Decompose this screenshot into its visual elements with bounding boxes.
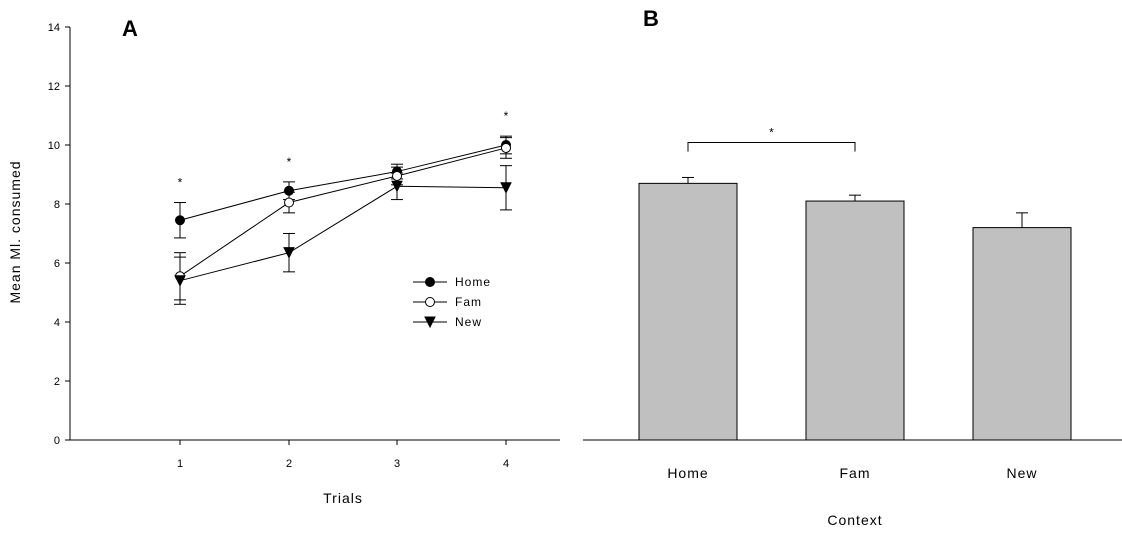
marker-new: [391, 180, 403, 193]
legend-marker: [425, 297, 435, 307]
significance-asterisk: *: [769, 125, 774, 139]
panel-a-series-lines: [179, 144, 507, 282]
marker-fam: [501, 142, 511, 153]
panel-a-significance-marks: * * *: [178, 109, 509, 189]
panel-b-bars: [638, 182, 1072, 441]
panel-a-x-tick-label: 2: [286, 458, 292, 470]
marker-new: [174, 275, 186, 287]
panel-b-category-labels: Home Fam New: [667, 465, 1037, 481]
significance-asterisk: *: [287, 155, 292, 169]
panel-b-letter: B: [643, 6, 659, 31]
category-label-new: New: [1006, 465, 1037, 481]
panel-a-letter: A: [122, 16, 138, 41]
series-line-fam: [179, 147, 507, 277]
panel-a-x-axis-label: Trials: [323, 490, 363, 506]
series-line-new: [179, 185, 507, 282]
panel-b-bar-chart: B Home Fam New * Context: [583, 6, 1122, 528]
legend-label: Home: [455, 275, 491, 289]
category-label-home: Home: [667, 465, 708, 481]
panel-b-significance-bracket: *: [687, 125, 856, 152]
marker-fam: [392, 170, 402, 181]
panel-b-x-axis-label: Context: [827, 512, 882, 528]
legend-item-fam: Fam: [413, 295, 482, 309]
panel-a-y-tick-label: 2: [54, 376, 60, 388]
marker-fam: [284, 197, 294, 208]
bar-new: [972, 227, 1072, 441]
panel-a-markers: [174, 140, 512, 287]
panel-a-y-tick-label: 6: [54, 258, 60, 270]
panel-a-x-axis: 1 2 3 4: [70, 439, 560, 470]
legend-item-new: New: [413, 315, 482, 329]
panel-a-y-axis-label: Mean Ml. consumed: [7, 160, 23, 303]
panel-a-y-tick-label: 4: [54, 317, 60, 329]
bar-fam: [805, 200, 905, 441]
panel-a-y-tick-label: 14: [48, 22, 60, 34]
series-line-home: [179, 144, 507, 221]
marker-home: [284, 185, 294, 196]
panel-a-x-tick-label: 3: [394, 458, 400, 470]
marker-new: [283, 247, 295, 259]
significance-bracket: [687, 141, 856, 152]
marker-new: [500, 182, 512, 194]
legend-item-home: Home: [413, 275, 491, 289]
panel-a-y-tick-label: 10: [48, 140, 60, 152]
panel-a-y-tick-label: 8: [54, 199, 60, 211]
panel-a-legend: Home Fam New: [413, 275, 491, 329]
significance-asterisk: *: [504, 109, 509, 123]
legend-label: New: [455, 315, 482, 329]
panel-a-y-tick-label: 0: [54, 435, 60, 447]
panel-a-x-tick-label: 1: [177, 458, 183, 470]
bar-home: [638, 182, 738, 441]
significance-asterisk: *: [178, 176, 183, 190]
marker-home: [175, 215, 185, 226]
legend-marker: [425, 277, 435, 287]
panel-a-y-axis: 0 2 4 6 8 10 12 14: [48, 22, 71, 447]
legend-label: Fam: [455, 295, 482, 309]
panel-a-y-tick-label: 12: [48, 81, 60, 93]
category-label-fam: Fam: [840, 465, 871, 481]
panel-a-x-tick-label: 4: [503, 458, 509, 470]
panel-b-error-bars: [682, 176, 1028, 228]
legend-marker: [424, 316, 436, 329]
